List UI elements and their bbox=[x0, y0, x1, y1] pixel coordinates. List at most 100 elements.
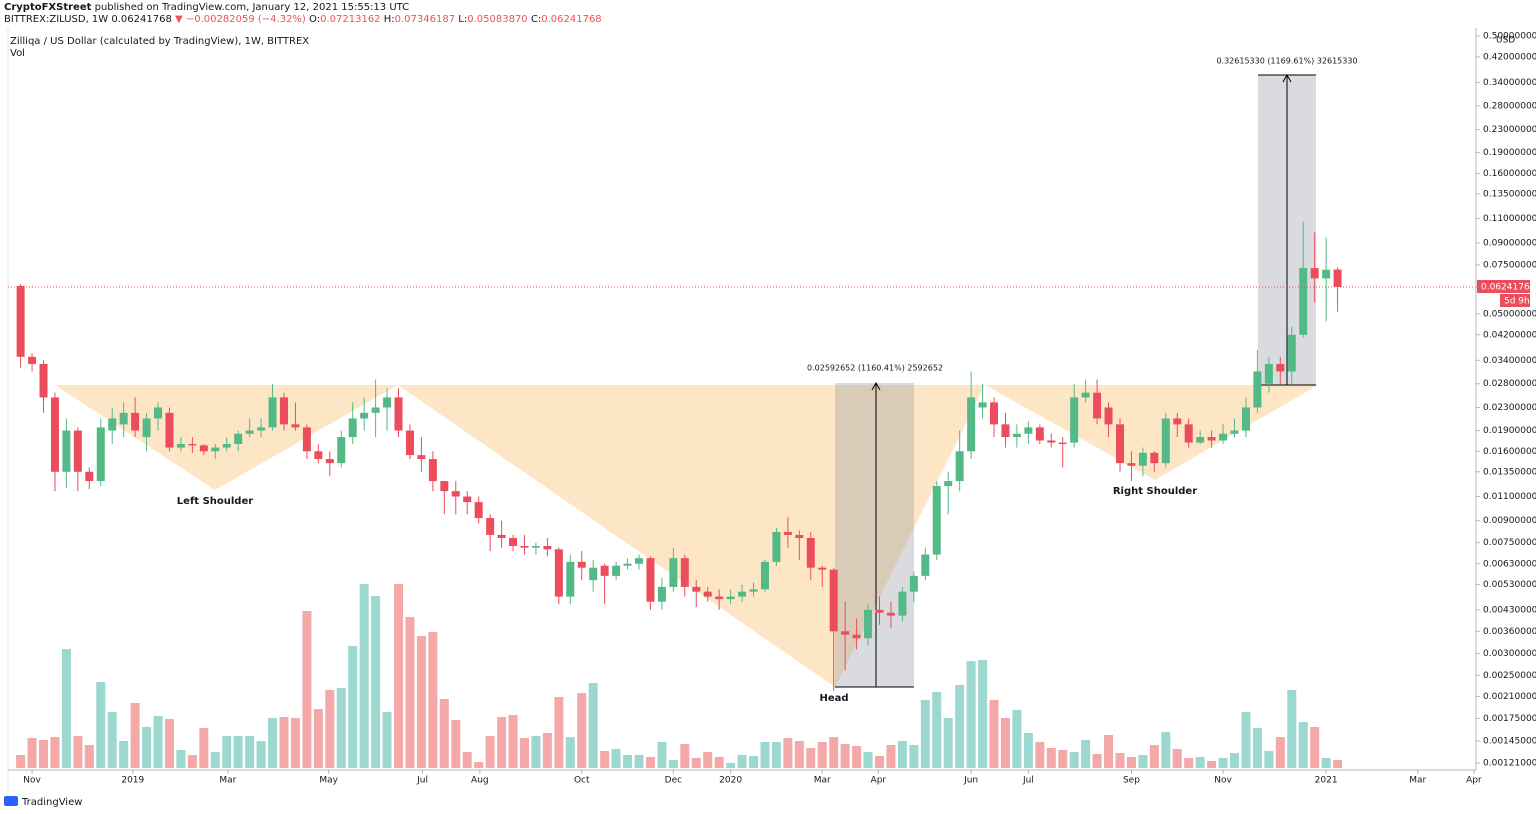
candle-body bbox=[772, 531, 781, 562]
candle-body bbox=[302, 427, 311, 452]
y-tick-label: 0.05000000 bbox=[1483, 309, 1536, 319]
brand: TradingView bbox=[21, 797, 82, 808]
quote-line: BITTREX:ZILUSD, 1W 0.06241768 ▼ −0.00282… bbox=[4, 14, 602, 25]
candle-body bbox=[50, 397, 59, 472]
volume-bar bbox=[806, 748, 816, 768]
publisher: CryptoFXStreet bbox=[4, 2, 92, 13]
y-tick-label: 0.50000000 bbox=[1483, 31, 1536, 41]
candle-body bbox=[806, 537, 815, 568]
candle-body bbox=[543, 545, 552, 550]
candle-body bbox=[62, 430, 71, 472]
candle-body bbox=[1184, 424, 1193, 443]
volume-bar bbox=[1000, 718, 1010, 768]
y-tick-label: 0.00250000 bbox=[1483, 671, 1536, 681]
volume-bar bbox=[611, 749, 621, 768]
y-tick-label: 0.09000000 bbox=[1483, 238, 1536, 248]
o-label: O: bbox=[309, 14, 321, 25]
volume-bar bbox=[61, 649, 71, 768]
candle-body bbox=[268, 397, 277, 428]
candle-body bbox=[1310, 268, 1319, 279]
x-tick-label: Nov bbox=[23, 776, 41, 786]
candle-body bbox=[509, 537, 518, 546]
volume-bar bbox=[233, 736, 243, 768]
volume-bar bbox=[577, 693, 587, 768]
y-tick-label: 0.00750000 bbox=[1483, 538, 1536, 548]
candle-body bbox=[1093, 392, 1102, 419]
candle-body bbox=[795, 534, 804, 538]
candle-body bbox=[1173, 418, 1182, 425]
volume-bar bbox=[1058, 750, 1068, 768]
candle-body bbox=[291, 424, 300, 428]
volume-bar bbox=[886, 745, 896, 768]
candle-body bbox=[1104, 407, 1113, 425]
candle-body bbox=[1299, 268, 1308, 335]
y-tick-label: 0.00360000 bbox=[1483, 627, 1536, 637]
x-tick-label: 2019 bbox=[121, 776, 144, 786]
l-label: L: bbox=[458, 14, 468, 25]
volume-bar bbox=[691, 758, 701, 768]
candle-body bbox=[703, 591, 712, 597]
volume-bar bbox=[897, 741, 907, 768]
volume-bar bbox=[1241, 712, 1251, 768]
candle-body bbox=[829, 569, 838, 632]
volume-bar bbox=[39, 740, 49, 768]
volume-title: Vol bbox=[10, 48, 25, 59]
volume-bar bbox=[1104, 735, 1114, 768]
candle-body bbox=[1264, 363, 1273, 384]
volume-bar bbox=[290, 718, 300, 768]
candle-body bbox=[16, 285, 25, 357]
candle-body bbox=[600, 565, 609, 576]
y-tick-label: 0.00630000 bbox=[1483, 559, 1536, 569]
candle-body bbox=[852, 634, 861, 639]
arrow-head bbox=[1282, 73, 1292, 83]
candle-body bbox=[589, 567, 598, 581]
right-shoulder-shape bbox=[985, 385, 1318, 480]
symbol: BITTREX:ZILUSD, 1W bbox=[4, 14, 109, 25]
candle-body bbox=[234, 433, 243, 444]
volume-bar bbox=[1207, 761, 1217, 768]
x-tick-label: Oct bbox=[574, 776, 590, 786]
candle-body bbox=[692, 586, 701, 592]
candle-body bbox=[405, 430, 414, 456]
y-tick-label: 0.01600000 bbox=[1483, 447, 1536, 457]
arrow-head bbox=[871, 381, 881, 391]
volume-bar bbox=[245, 736, 255, 768]
candle-body bbox=[131, 412, 140, 431]
candle-body bbox=[1138, 452, 1147, 466]
head-shape bbox=[398, 385, 985, 687]
volume-bar bbox=[451, 720, 461, 768]
volume-bar bbox=[714, 757, 724, 768]
volume-bar bbox=[428, 632, 438, 768]
volume-bar bbox=[863, 752, 873, 768]
volume-bar bbox=[932, 692, 942, 768]
volume-bar bbox=[142, 727, 152, 768]
y-tick-label: 0.00300000 bbox=[1483, 649, 1536, 659]
volume-bar bbox=[210, 752, 220, 768]
volume-bar bbox=[416, 636, 426, 768]
volume-bar bbox=[485, 736, 495, 768]
volume-bar bbox=[1012, 710, 1022, 768]
volume-bar bbox=[382, 712, 392, 768]
candle-body bbox=[199, 445, 208, 452]
volume-bar bbox=[405, 617, 415, 768]
volume-bar bbox=[531, 736, 541, 768]
y-tick-label: 0.00145000 bbox=[1483, 737, 1536, 747]
countdown: 5d 9h bbox=[1504, 296, 1530, 306]
candle-body bbox=[760, 561, 769, 590]
volume-bar bbox=[657, 742, 667, 768]
candle-body bbox=[245, 430, 254, 434]
volume-bar bbox=[760, 742, 770, 768]
candle-body bbox=[1127, 463, 1136, 466]
volume-bar bbox=[1264, 751, 1274, 768]
candle-body bbox=[944, 481, 953, 487]
volume-bar bbox=[187, 755, 197, 768]
candle-body bbox=[1253, 371, 1262, 408]
candle-body bbox=[990, 402, 999, 425]
volume-bar bbox=[222, 736, 232, 768]
volume-bar bbox=[1195, 757, 1205, 768]
volume-bar bbox=[1023, 733, 1033, 768]
price-label-box bbox=[1477, 279, 1530, 293]
volume-bar bbox=[1218, 758, 1228, 768]
volume-bar bbox=[726, 763, 736, 768]
